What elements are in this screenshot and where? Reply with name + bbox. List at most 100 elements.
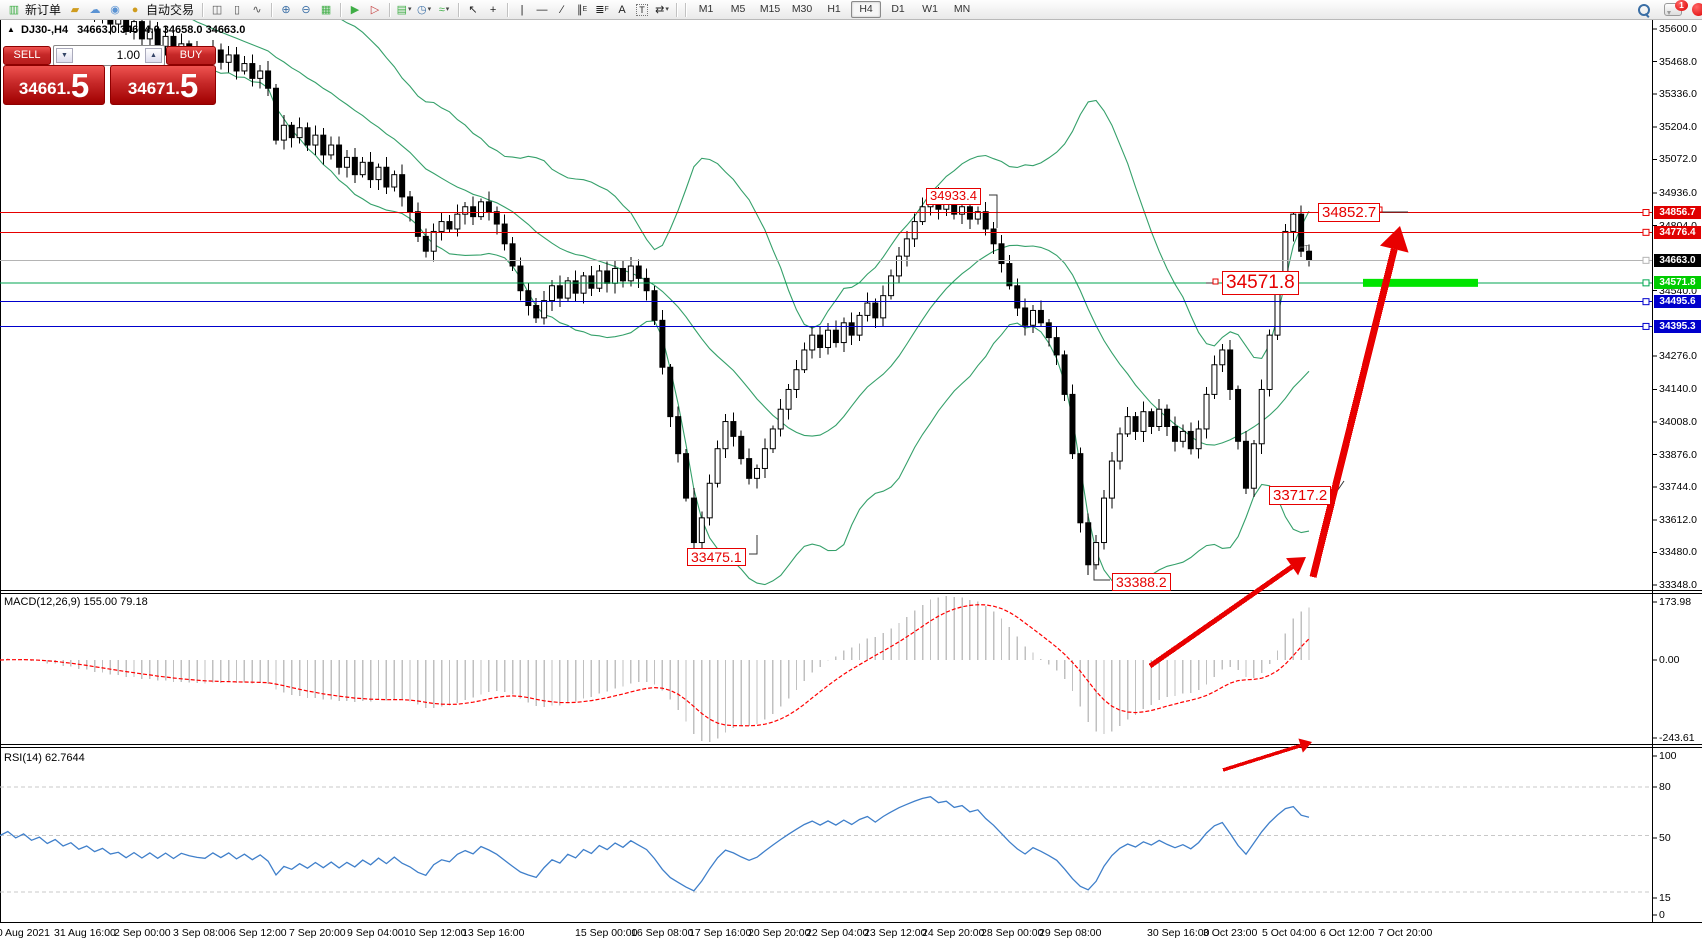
trend-arrow[interactable]: [1380, 226, 1409, 253]
sell-button[interactable]: SELL: [3, 46, 51, 65]
timeframe-h4[interactable]: H4: [851, 1, 882, 18]
level-anchor-square[interactable]: [1642, 209, 1650, 217]
volume-input[interactable]: 1.00: [116, 48, 140, 62]
horizontal-levels: [0, 209, 1652, 330]
candle: [454, 213, 461, 230]
candle: [478, 201, 485, 218]
mql-cloud-icon[interactable]: ☁: [89, 3, 101, 16]
candle: [556, 285, 563, 299]
zoom-in-icon[interactable]: ⊕: [281, 3, 291, 16]
buy-price-small: 34671.: [127, 79, 180, 98]
auto-trading-icon[interactable]: ●: [131, 3, 139, 16]
level-anchor-square[interactable]: [1642, 256, 1650, 264]
price-annotation[interactable]: 34571.8: [1222, 271, 1299, 295]
signals-icon[interactable]: ◉: [110, 3, 120, 16]
auto-trading-label[interactable]: 自动交易: [146, 3, 195, 17]
level-anchor-square[interactable]: [1642, 228, 1650, 236]
search-icon[interactable]: [1638, 3, 1650, 18]
new-order-label[interactable]: 新订单: [25, 3, 62, 17]
price-tick-label: 34140.0: [1659, 383, 1697, 396]
price-annotation[interactable]: 34933.4: [926, 188, 981, 205]
new-order-icon[interactable]: ▥: [8, 3, 20, 16]
toolbar-separator: [685, 2, 687, 17]
rsi-axis-label: 15: [1659, 892, 1671, 904]
candle: [588, 275, 595, 289]
annotation-connector: [989, 194, 998, 228]
notifications-icon[interactable]: 1: [1664, 0, 1688, 16]
candle: [107, 20, 114, 25]
candle: [1242, 440, 1249, 489]
line-chart-mode-icon[interactable]: ∿: [252, 3, 262, 16]
level-anchor-square[interactable]: [1642, 279, 1650, 287]
time-tick-label: 15 Sep 00:00: [575, 927, 638, 939]
candle: [872, 302, 879, 319]
timeframe-m1[interactable]: M1: [698, 3, 714, 15]
candlestick-mode-icon[interactable]: ▯: [234, 3, 241, 16]
timeframe-mn[interactable]: MN: [953, 3, 971, 15]
trendline-icon[interactable]: ∕: [561, 3, 563, 16]
gold-ingot-icon[interactable]: ▰: [70, 3, 80, 16]
timeframe-d1[interactable]: D1: [891, 3, 905, 15]
time-axis[interactable]: 30 Aug 2021 31 Aug 16:002 Sep 00:003 Sep …: [0, 923, 1702, 942]
level-anchor-square[interactable]: [1642, 322, 1650, 330]
auto-scroll-icon[interactable]: ▶: [350, 3, 360, 16]
tile-windows-icon[interactable]: ▦: [320, 3, 332, 16]
candle: [659, 319, 666, 368]
candle: [1306, 250, 1313, 261]
price-annotation[interactable]: 33717.2: [1269, 486, 1332, 506]
horizontal-line-icon[interactable]: —: [536, 3, 548, 16]
candle: [746, 458, 753, 479]
fibonacci-icon[interactable]: ≣ F: [595, 3, 609, 16]
zoom-out-icon[interactable]: ⊖: [301, 3, 311, 16]
arrows-icon[interactable]: ⇄ ▾: [655, 3, 669, 16]
support-highlight-bar[interactable]: [1363, 278, 1478, 287]
candle: [1069, 393, 1076, 455]
candle: [249, 63, 256, 79]
volume-increase-button[interactable]: ▲: [145, 48, 162, 63]
period-icon[interactable]: ◷ ▾: [416, 3, 432, 16]
time-tick-label: 16 Sep 08:00: [631, 927, 694, 939]
candle: [1061, 354, 1068, 395]
new-chart-icon[interactable]: ▤ ▾: [396, 3, 412, 16]
volume-decrease-button[interactable]: ▼: [56, 48, 73, 63]
sell-price-display[interactable]: 34661. 5: [3, 65, 105, 105]
crosshair-icon[interactable]: +: [489, 3, 497, 16]
candle: [493, 211, 500, 225]
level-anchor-square[interactable]: [1642, 298, 1650, 306]
trend-arrow[interactable]: [1286, 557, 1306, 576]
candle: [548, 285, 555, 302]
price-annotation[interactable]: 33388.2: [1112, 573, 1171, 592]
vertical-line-icon[interactable]: |: [520, 3, 524, 16]
timeframe-w1[interactable]: W1: [922, 3, 938, 15]
candle: [383, 166, 390, 188]
timeframe-m5[interactable]: M5: [730, 3, 746, 15]
channel-icon[interactable]: ∥ E: [576, 3, 588, 16]
buy-button[interactable]: BUY: [166, 46, 216, 65]
price-annotation[interactable]: 34852.7: [1318, 203, 1381, 223]
cursor-icon[interactable]: ↖: [468, 3, 478, 16]
candle: [1250, 443, 1257, 489]
candle: [1030, 309, 1037, 326]
indicators-icon[interactable]: ≈ ▾: [438, 3, 450, 16]
buy-price-display[interactable]: 34671. 5: [110, 65, 216, 105]
text-label-icon[interactable]: T: [633, 1, 651, 19]
alert-dot-icon: [1692, 3, 1702, 16]
time-tick-label: 30 Sep 16:00: [1147, 927, 1210, 939]
timeframe-h1[interactable]: H1: [827, 3, 841, 15]
collapse-triangle-icon[interactable]: ▲: [7, 25, 15, 34]
bar-chart-mode-icon[interactable]: ◫: [211, 3, 223, 16]
toolbar-left-group: ▥ 新订单 ▰ ☁ ◉ ● 自动交易 ◫ ▯ ∿ ⊕ ⊖ ▦ ▶ ▷ ▤ ▾ ◷ ▾ ≈ ▾ ↖ + | — ∕ ∥ E ≣ F A T ⇄ ▾: [0, 0, 681, 19]
timeframe-m15[interactable]: M15: [759, 3, 781, 15]
candle: [1219, 349, 1226, 366]
toolbar-separator: [271, 2, 273, 17]
time-tick-label: 28 Sep 00:00: [981, 927, 1044, 939]
time-tick-label: 20 Sep 20:00: [748, 927, 811, 939]
text-icon[interactable]: A: [618, 3, 626, 16]
timeframe-m30[interactable]: M30: [791, 3, 813, 15]
price-annotation[interactable]: 33475.1: [687, 548, 746, 567]
candle: [399, 174, 406, 198]
rsi-axis-label: 0: [1659, 909, 1665, 921]
chart-shift-icon[interactable]: ▷: [370, 3, 380, 16]
trend-arrow[interactable]: [1298, 738, 1312, 753]
